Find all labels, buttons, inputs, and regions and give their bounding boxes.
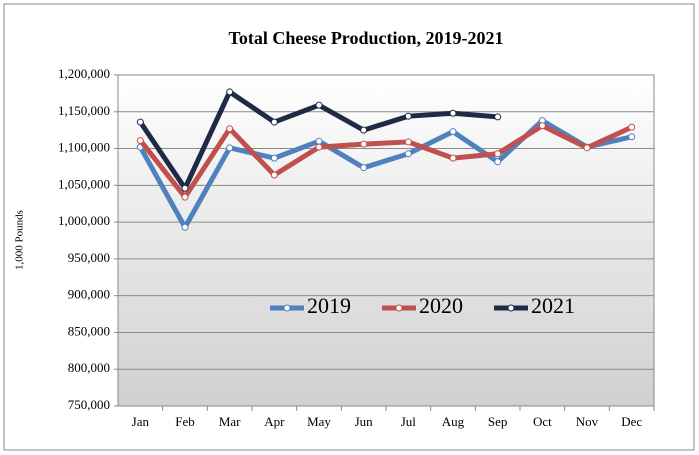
legend-marker: [395, 304, 403, 312]
x-tick-label: Oct: [533, 414, 552, 429]
y-axis-label: 1,000 Pounds: [14, 210, 26, 270]
data-point: [538, 122, 546, 130]
data-point: [360, 140, 368, 148]
data-point: [315, 143, 323, 151]
data-point: [181, 223, 189, 231]
data-point: [628, 123, 636, 131]
data-point: [583, 144, 591, 152]
data-point: [449, 154, 457, 162]
data-point: [226, 144, 234, 152]
data-point: [315, 137, 323, 145]
y-tick-label: 800,000: [68, 360, 110, 375]
y-tick-label: 950,000: [68, 250, 110, 265]
data-point: [226, 125, 234, 133]
x-tick-label: Mar: [219, 414, 241, 429]
data-point: [360, 126, 368, 134]
y-tick-label: 1,150,000: [58, 103, 110, 118]
x-tick-label: Sep: [488, 414, 508, 429]
data-point: [449, 128, 457, 136]
x-tick-label: Nov: [576, 414, 599, 429]
legend-label: 2019: [307, 293, 351, 318]
legend-marker: [507, 304, 515, 312]
chart-title: Total Cheese Production, 2019-2021: [228, 28, 503, 48]
data-point: [360, 164, 368, 172]
data-point: [136, 118, 144, 126]
x-tick-label: Feb: [175, 414, 195, 429]
data-point: [404, 150, 412, 158]
data-point: [315, 101, 323, 109]
x-tick-label: Jun: [355, 414, 374, 429]
y-tick-label: 1,200,000: [58, 66, 110, 81]
x-tick-label: Jul: [401, 414, 417, 429]
x-tick-label: May: [307, 414, 331, 429]
y-tick-label: 1,000,000: [58, 213, 110, 228]
data-point: [404, 138, 412, 146]
y-tick-label: 1,100,000: [58, 140, 110, 155]
data-point: [494, 150, 502, 158]
x-tick-label: Aug: [442, 414, 465, 429]
data-point: [181, 193, 189, 201]
legend-label: 2021: [531, 293, 575, 318]
data-point: [136, 136, 144, 144]
series-line: [138, 123, 633, 200]
y-tick-label: 1,050,000: [58, 176, 110, 191]
y-tick-label: 750,000: [68, 397, 110, 412]
legend-label: 2020: [419, 293, 463, 318]
data-point: [449, 109, 457, 117]
data-point: [494, 113, 502, 121]
plot-area: [117, 74, 655, 407]
data-point: [270, 118, 278, 126]
x-tick-label: Dec: [621, 414, 642, 429]
legend-marker: [283, 304, 291, 312]
x-tick-label: Jan: [132, 414, 150, 429]
data-point: [404, 112, 412, 120]
x-tick-label: Apr: [264, 414, 285, 429]
data-point: [628, 133, 636, 141]
y-tick-label: 850,000: [68, 323, 110, 338]
data-point: [494, 158, 502, 166]
data-point: [270, 154, 278, 162]
y-tick-label: 900,000: [68, 287, 110, 302]
data-point: [181, 184, 189, 192]
data-point: [226, 88, 234, 96]
data-point: [270, 171, 278, 179]
series-line: [138, 118, 633, 230]
